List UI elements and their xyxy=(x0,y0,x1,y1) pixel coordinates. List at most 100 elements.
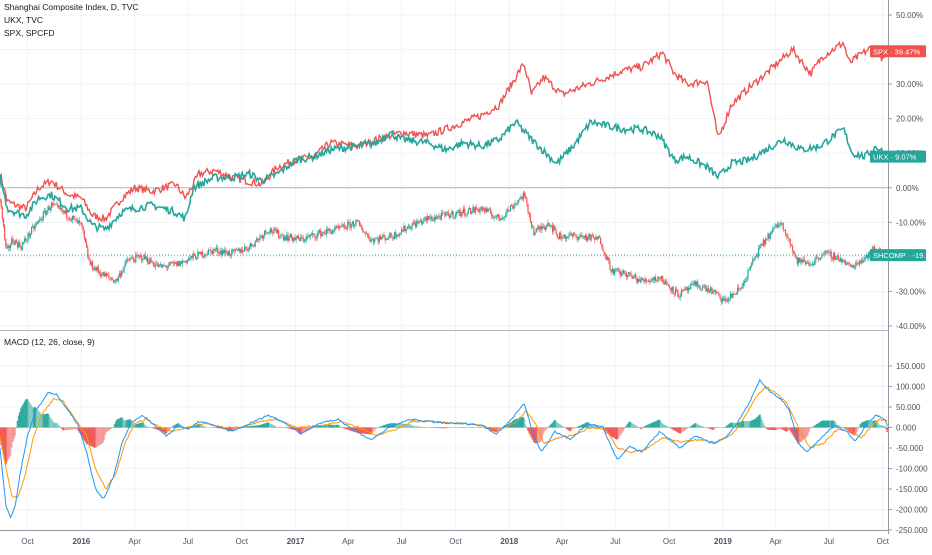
shcomp-candle-body xyxy=(795,256,796,257)
shcomp-candle-body xyxy=(863,260,864,261)
shcomp-candle-body xyxy=(740,288,741,289)
shcomp-candle-body xyxy=(835,257,836,260)
shcomp-candle-body xyxy=(551,225,552,226)
shcomp-candle-body xyxy=(97,267,98,270)
shcomp-candle-body xyxy=(799,258,800,262)
time-axis-label: Oct xyxy=(877,537,890,546)
shcomp-candle-body xyxy=(184,261,185,262)
shcomp-candle-body xyxy=(778,225,779,227)
shcomp-candle-body xyxy=(338,226,339,228)
price-axis-label: 20.00% xyxy=(896,115,923,124)
shcomp-candle-body xyxy=(801,260,802,262)
shcomp-candle-body xyxy=(256,239,257,241)
shcomp-candle-body xyxy=(365,233,366,234)
shcomp-candle-body xyxy=(177,261,178,266)
shcomp-candle-body xyxy=(714,290,715,291)
shcomp-candle-body xyxy=(615,269,616,270)
shcomp-candle-body xyxy=(17,243,18,248)
shcomp-candle-body xyxy=(800,260,801,262)
shcomp-candle-body xyxy=(140,256,141,257)
shcomp-candle-body xyxy=(15,240,16,245)
shcomp-candle-body xyxy=(267,232,268,233)
shcomp-candle-body xyxy=(308,236,309,237)
shcomp-candle-body xyxy=(694,282,695,285)
shcomp-candle-body xyxy=(83,226,84,231)
shcomp-candle-body xyxy=(752,259,753,263)
time-axis-label: Apr xyxy=(128,537,141,546)
shcomp-candle-body xyxy=(807,262,808,263)
shcomp-candle-body xyxy=(474,207,475,212)
shcomp-candle-body xyxy=(415,223,416,227)
shcomp-candle-body xyxy=(298,236,299,239)
shcomp-candle-body xyxy=(767,234,768,239)
shcomp-candle-body xyxy=(527,204,528,212)
shcomp-candle-body xyxy=(836,255,837,256)
shcomp-candle-body xyxy=(390,233,391,237)
shcomp-candle-body xyxy=(276,230,277,233)
shcomp-candle-body xyxy=(591,235,592,239)
shcomp-candle-body xyxy=(131,258,132,259)
shcomp-candle-body xyxy=(152,262,153,263)
shcomp-candle-body xyxy=(235,249,236,251)
shcomp-candle-body xyxy=(708,288,709,292)
shcomp-candle-body xyxy=(400,233,401,234)
shcomp-candle-body xyxy=(485,208,486,212)
shcomp-candle-body xyxy=(234,250,235,251)
shcomp-candle-body xyxy=(353,222,354,226)
shcomp-candle-body xyxy=(57,205,58,206)
shcomp-candle-body xyxy=(459,210,460,216)
shcomp-candle-body xyxy=(227,253,228,255)
shcomp-candle-body xyxy=(451,211,452,214)
shcomp-candle-body xyxy=(333,231,334,232)
shcomp-candle-body xyxy=(81,223,82,226)
shcomp-candle-body xyxy=(845,260,846,264)
shcomp-candle-body xyxy=(493,217,494,218)
shcomp-candle-body xyxy=(416,221,417,227)
shcomp-candle-body xyxy=(125,261,126,266)
shcomp-candle-body xyxy=(387,239,388,240)
shcomp-candle-body xyxy=(710,287,711,290)
shcomp-candle-body xyxy=(255,241,256,246)
shcomp-candle-body xyxy=(687,287,688,291)
time-axis-label: Oct xyxy=(21,537,34,546)
shcomp-candle-body xyxy=(376,238,377,239)
ukx-price-tag-label: UKX · 9.07% xyxy=(873,153,917,162)
macd-axis-label: -250.000 xyxy=(896,526,928,535)
shcomp-candle-body xyxy=(49,207,50,211)
shcomp-candle-body xyxy=(496,216,497,217)
shcomp-candle-body xyxy=(643,280,644,282)
shcomp-candle-body xyxy=(503,217,504,218)
shcomp-candle-body xyxy=(611,270,612,273)
shcomp-candle-body xyxy=(325,233,326,234)
time-axis-label: 2019 xyxy=(714,537,732,546)
time-axis-label: Apr xyxy=(342,537,355,546)
shcomp-candle-body xyxy=(293,237,294,241)
shcomp-candle-body xyxy=(649,281,650,282)
shcomp-candle-body xyxy=(650,281,651,282)
shcomp-candle-body xyxy=(84,231,85,238)
shcomp-candle-body xyxy=(593,236,594,238)
macd-histogram-bar xyxy=(455,428,457,429)
shcomp-candle-body xyxy=(355,220,356,225)
shcomp-candle-body xyxy=(773,228,774,230)
shcomp-candle-body xyxy=(304,240,305,241)
shcomp-candle-body xyxy=(811,264,812,265)
shcomp-candle-body xyxy=(454,217,455,218)
shcomp-candle-body xyxy=(582,236,583,237)
shcomp-candle-body xyxy=(580,235,581,237)
shcomp-candle-body xyxy=(260,236,261,237)
macd-axis-label: 0.000 xyxy=(896,424,917,433)
shcomp-candle-body xyxy=(479,209,480,212)
shcomp-candle-body xyxy=(471,212,472,214)
shcomp-candle-body xyxy=(371,240,372,242)
shcomp-candle-body xyxy=(314,234,315,237)
shcomp-candle-body xyxy=(25,239,26,241)
shcomp-candle-body xyxy=(780,223,781,225)
shcomp-candle-body xyxy=(290,234,291,238)
shcomp-candle-body xyxy=(585,236,586,239)
shcomp-candle-body xyxy=(612,269,613,273)
shcomp-candle-body xyxy=(270,229,271,233)
shcomp-candle-body xyxy=(625,273,626,274)
shcomp-candle-body xyxy=(656,281,657,282)
shcomp-candle-body xyxy=(127,260,128,261)
